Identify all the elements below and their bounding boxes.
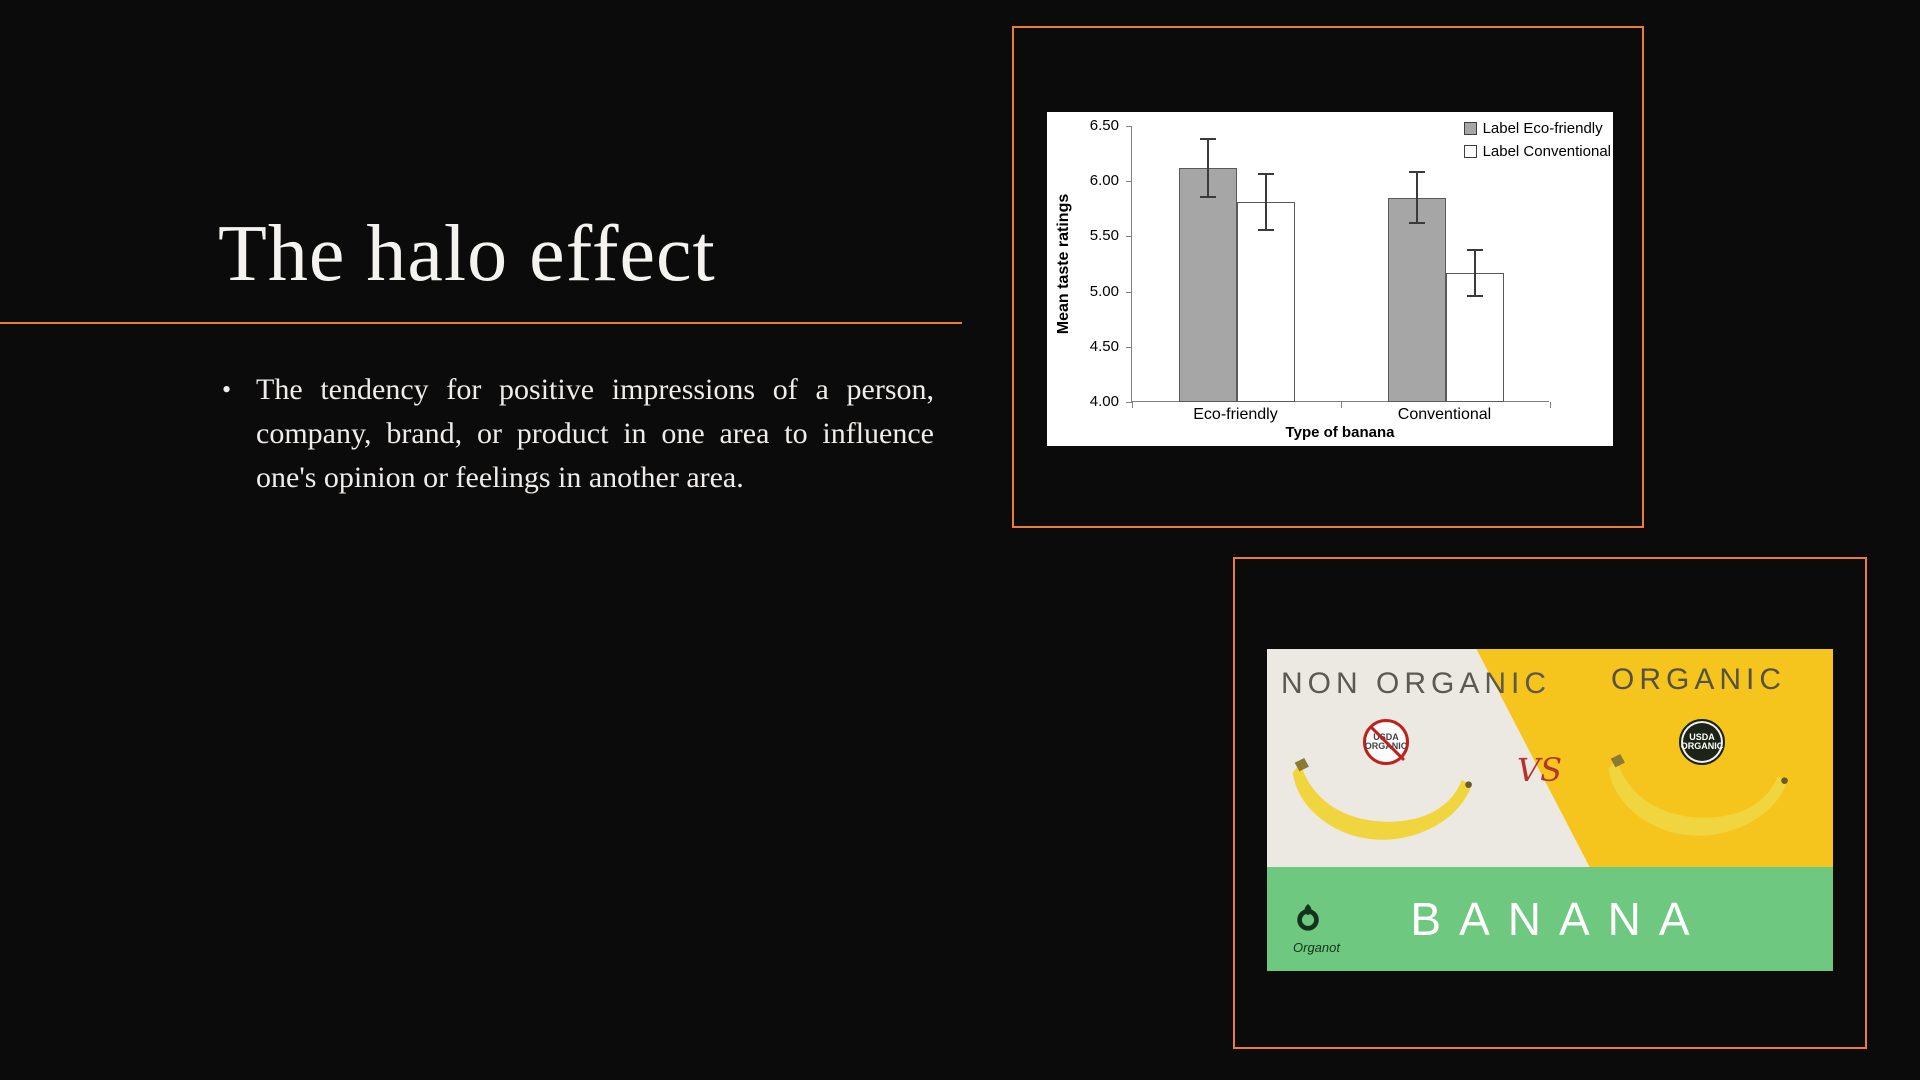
banana-top-section: NON ORGANIC ORGANIC VS USDA ORGANIC USDA… bbox=[1267, 649, 1833, 867]
legend-label-conventional: Label Conventional bbox=[1482, 143, 1611, 160]
bar bbox=[1236, 202, 1295, 402]
y-tick-mark bbox=[1126, 402, 1132, 403]
y-tick-label: 4.50 bbox=[1089, 337, 1119, 355]
x-category-label: Conventional bbox=[1397, 406, 1492, 423]
badge-line1: USDA bbox=[1373, 731, 1399, 742]
chart-plot bbox=[1126, 126, 1551, 408]
legend-label-eco: Label Eco-friendly bbox=[1482, 120, 1603, 137]
brand-logo: Organot bbox=[1293, 903, 1383, 955]
badge-line2: ORGANIC bbox=[1680, 741, 1724, 751]
banana-band-label: BANANA bbox=[1410, 893, 1708, 945]
error-bar bbox=[1199, 138, 1216, 198]
x-axis-labels: Eco-friendly Conventional bbox=[1131, 406, 1549, 426]
error-bar bbox=[1466, 248, 1483, 298]
chart-figure: Mean taste ratings 4.00 4.50 5.00 5.50 6.00 6… bbox=[1012, 26, 1644, 528]
taste-ratings-chart: Mean taste ratings 4.00 4.50 5.00 5.50 6.00 6… bbox=[1047, 112, 1613, 446]
x-tick-mark bbox=[1132, 402, 1133, 408]
x-axis-title: Type of banana bbox=[1285, 424, 1395, 441]
badge-text: USDA ORGANIC bbox=[1364, 731, 1408, 752]
bar bbox=[1178, 167, 1237, 402]
chart-legend: Label Eco-friendly Label Conventional bbox=[1463, 120, 1611, 160]
bullet-list: • The tendency for positive impressions … bbox=[222, 368, 934, 500]
bullet-text: The tendency for positive impressions of… bbox=[256, 373, 934, 494]
badge-line1: USDA bbox=[1689, 731, 1715, 742]
organic-label: ORGANIC bbox=[1611, 663, 1787, 696]
x-category-label: Eco-friendly bbox=[1193, 406, 1278, 423]
banana-band: BANANA Organot bbox=[1267, 867, 1833, 971]
legend-swatch-conventional bbox=[1463, 145, 1477, 158]
x-tick-mark bbox=[1341, 402, 1342, 408]
y-tick-label: 6.50 bbox=[1089, 117, 1119, 134]
brand-leaf-icon bbox=[1297, 903, 1319, 931]
bullet-item: • The tendency for positive impressions … bbox=[222, 368, 934, 500]
vs-label: VS bbox=[1517, 751, 1563, 789]
usda-organic-banned-badge: USDA ORGANIC bbox=[1363, 719, 1409, 765]
banana-figure: NON ORGANIC ORGANIC VS USDA ORGANIC USDA… bbox=[1233, 557, 1867, 1049]
brand-name: Organot bbox=[1293, 940, 1340, 955]
error-bar bbox=[1408, 171, 1425, 225]
error-bar bbox=[1257, 173, 1274, 231]
y-tick-label: 5.50 bbox=[1089, 227, 1119, 245]
badge-line2: ORGANIC bbox=[1364, 741, 1408, 751]
slide-title: The halo effect bbox=[218, 210, 716, 298]
bullet-marker: • bbox=[222, 375, 232, 404]
banana-image-left bbox=[1292, 758, 1472, 840]
legend-swatch-eco bbox=[1463, 122, 1477, 135]
y-tick-label: 5.00 bbox=[1089, 282, 1119, 300]
y-tick-label: 6.00 bbox=[1089, 172, 1119, 190]
badge-text: USDA ORGANIC bbox=[1680, 731, 1724, 752]
bar bbox=[1387, 197, 1446, 402]
banana-graphic: NON ORGANIC ORGANIC VS USDA ORGANIC USDA… bbox=[1267, 649, 1833, 971]
y-tick-mark bbox=[1126, 126, 1132, 127]
usda-organic-badge: USDA ORGANIC bbox=[1679, 719, 1725, 765]
non-organic-label: NON ORGANIC bbox=[1281, 667, 1552, 700]
banana-image-right bbox=[1608, 754, 1788, 836]
title-divider bbox=[0, 322, 962, 324]
y-tick-mark bbox=[1126, 291, 1132, 293]
y-tick-label: 4.00 bbox=[1089, 393, 1119, 410]
y-tick-mark bbox=[1126, 181, 1132, 183]
x-tick-mark bbox=[1550, 402, 1551, 408]
legend-entry-eco: Label Eco-friendly bbox=[1463, 120, 1611, 137]
y-tick-mark bbox=[1126, 236, 1132, 238]
y-tick-mark bbox=[1126, 346, 1132, 348]
y-axis-ticks: 4.00 4.50 5.00 5.50 6.00 6.50 bbox=[1047, 112, 1125, 418]
legend-entry-conventional: Label Conventional bbox=[1463, 143, 1611, 160]
